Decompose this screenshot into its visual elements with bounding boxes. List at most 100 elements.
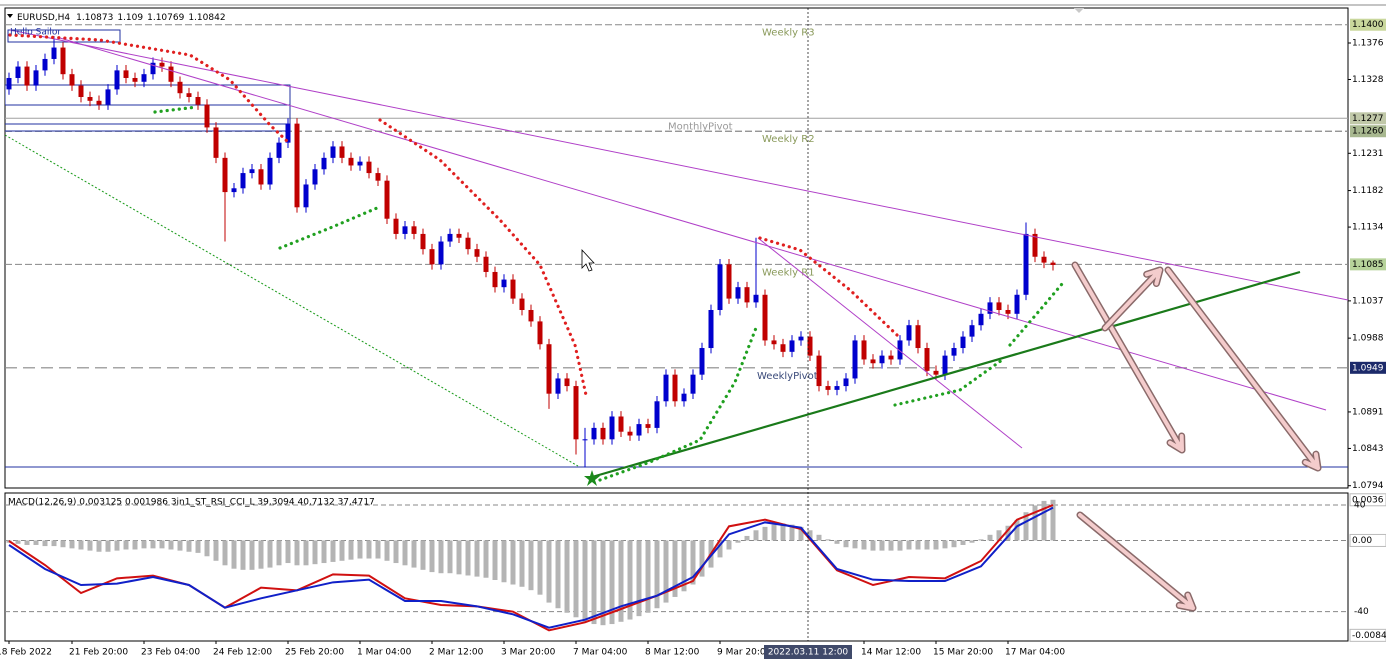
candle-body: [1005, 309, 1011, 314]
psar-dots: [598, 326, 758, 482]
candle-body: [519, 298, 525, 310]
candle-body: [303, 184, 309, 208]
candle-body: [393, 218, 399, 234]
histogram-bar: [1005, 525, 1011, 541]
candle-body: [69, 74, 75, 86]
histogram-bar: [951, 540, 957, 548]
candle-body: [798, 336, 804, 341]
histogram-bar: [528, 540, 534, 591]
candle-body: [456, 233, 462, 238]
candle-body: [150, 62, 156, 75]
y2-tick-label: -40: [1354, 607, 1369, 617]
candle-body: [969, 325, 975, 337]
histogram-bar: [591, 540, 597, 625]
level-tag: [1350, 125, 1386, 138]
x-tick-label: 21 Feb 20:00: [69, 648, 128, 658]
candle-body: [915, 325, 921, 349]
histogram-bar: [177, 540, 183, 551]
histogram-bar: [906, 540, 912, 550]
x-tick-label: 9 Mar 20:00: [717, 648, 772, 658]
arrow: [1078, 513, 1195, 610]
last-open: 1.10873: [76, 13, 113, 23]
histogram-bar: [825, 539, 831, 541]
candle-body: [132, 77, 138, 82]
histogram-bar: [474, 540, 480, 577]
level-tag: [1350, 361, 1386, 374]
histogram-bar: [771, 524, 777, 541]
y-tick-box: [1349, 533, 1386, 547]
histogram-bar: [690, 540, 696, 585]
histogram-bar: [159, 540, 165, 549]
candle-body: [384, 180, 390, 219]
candle-body: [168, 66, 174, 82]
candle-body: [555, 378, 561, 394]
candle-body: [321, 157, 327, 170]
level-tag: [1350, 18, 1386, 31]
histogram-bar: [267, 540, 273, 568]
histogram-bar: [339, 540, 345, 561]
histogram-bar: [843, 540, 849, 548]
candle-body: [528, 309, 534, 322]
candle-body: [951, 348, 957, 356]
histogram-bar: [645, 540, 651, 613]
histogram-bar: [717, 540, 723, 558]
histogram-bar: [222, 540, 228, 566]
candle-body: [420, 233, 426, 250]
histogram-bar: [330, 540, 336, 562]
candle-body: [960, 336, 966, 349]
x-tick-label: 2 Mar 12:00: [429, 648, 484, 658]
range-box: [5, 84, 291, 106]
arrows: [1071, 261, 1322, 612]
histogram-bar: [537, 540, 543, 595]
histogram-bar: [870, 540, 876, 551]
histogram-bar: [735, 540, 741, 543]
histogram-bar: [816, 534, 822, 541]
level-tag-label: 1.0949: [1352, 363, 1384, 373]
y-tick-label: 1.0891: [1352, 407, 1384, 417]
histogram-bar: [564, 540, 570, 613]
candle-body: [762, 294, 768, 341]
histogram-bar: [456, 540, 462, 575]
histogram-bar: [726, 540, 732, 550]
histogram-bar: [1041, 500, 1047, 541]
histogram-bar: [789, 524, 795, 541]
candle-body: [735, 287, 741, 299]
histogram-bar: [438, 540, 444, 574]
histogram-bar: [1050, 499, 1056, 541]
candle-body: [249, 169, 255, 174]
candle-body: [537, 321, 543, 345]
histogram-bar: [627, 540, 633, 620]
indicator-title: MACD(12,26,9) 0.003125 0.001986 3in1_ST_…: [8, 498, 375, 508]
level-name: WeeklyPivot: [757, 371, 818, 382]
histogram-bar: [420, 540, 426, 570]
histogram-bar: [33, 540, 39, 545]
candle-body: [96, 100, 102, 105]
mouse-cursor: [581, 248, 595, 272]
histogram-bar: [888, 540, 894, 551]
x-tick-label: 1 Mar 04:00: [357, 648, 412, 658]
candle-body: [573, 386, 579, 440]
candle-body: [906, 325, 912, 341]
histogram-bar: [429, 540, 435, 573]
crosshair-time: 2022.03.11 12:00: [768, 648, 849, 658]
level-tag-label: 1.1400: [1352, 20, 1384, 30]
level-tag-label: 1.1085: [1352, 260, 1384, 270]
candle-body: [141, 74, 147, 82]
histogram-bar: [123, 540, 129, 550]
x-tick-label: 3 Mar 20:00: [501, 648, 556, 658]
histogram-bar: [1023, 512, 1029, 541]
histogram-bar: [357, 540, 363, 559]
candle-body: [789, 340, 795, 352]
candle-body: [438, 241, 444, 265]
candle-body: [1032, 233, 1038, 257]
histogram-bar: [60, 540, 66, 548]
level-name: MonthlyPivot: [668, 121, 733, 132]
x-tick-label: 8 Mar 12:00: [645, 648, 700, 658]
candle-body: [618, 416, 624, 432]
histogram-bar: [312, 540, 318, 565]
histogram-bar: [465, 540, 471, 576]
candle-body: [843, 378, 849, 387]
candle-body: [879, 355, 885, 364]
y2-tick-label: 40: [1354, 501, 1366, 511]
histogram-bar: [762, 526, 768, 541]
